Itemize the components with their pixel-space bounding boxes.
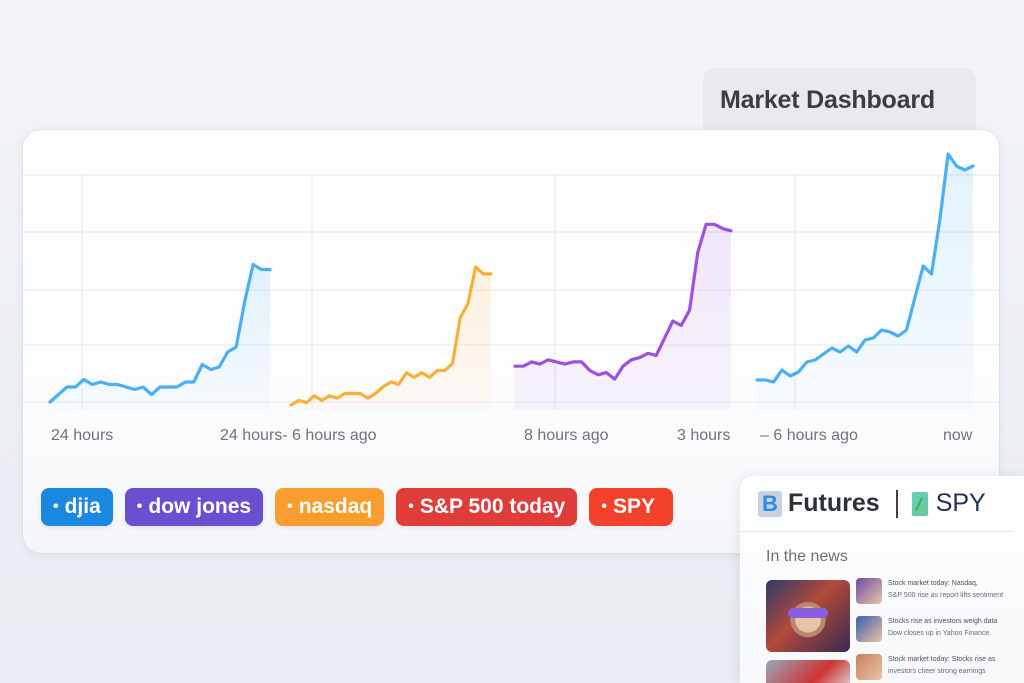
page-title: Market Dashboard: [720, 86, 935, 114]
news-title: Stock market today: Stocks rise as: [888, 656, 996, 663]
chip-label: djia: [64, 495, 101, 518]
series-line-dow-jones-S-P-500[interactable]: [513, 222, 733, 381]
image-detail: [788, 608, 828, 618]
x-axis-label: 24 hours- 6 hours ago: [220, 427, 377, 444]
news-title: Stocks rise as investors weigh data: [888, 618, 998, 625]
news-text: Stock market today: Nasdaq, S&P 500 rise …: [888, 578, 1003, 602]
series-area-SPY: [757, 154, 973, 410]
spy-tab[interactable]: SPY: [935, 489, 986, 517]
chip-s-p-500-today[interactable]: • S&P 500 today: [396, 488, 578, 526]
bullet-icon: •: [136, 498, 143, 515]
bullet-icon: •: [53, 498, 59, 515]
series-area-nasdaq: [291, 267, 491, 410]
futures-logo-icon: B: [758, 490, 782, 517]
news-featured-image[interactable]: [766, 580, 850, 652]
series-line-nasdaq[interactable]: [289, 265, 493, 407]
x-axis-label: – 6 hours ago: [760, 427, 858, 444]
x-axis-label: 3 hours: [677, 427, 731, 444]
bullet-icon: •: [601, 498, 607, 515]
chip-nasdaq[interactable]: • nasdaq: [275, 488, 385, 526]
news-text: Stock market today: Stocks rise as invest…: [888, 654, 995, 678]
news-subtitle: S&P 500 rise as report lifts sentiment: [888, 592, 1004, 599]
news-thumbnail: [856, 578, 882, 604]
news-subtitle: investors cheer strong earnings: [888, 668, 986, 675]
divider: [895, 489, 898, 518]
news-secondary-image[interactable]: [766, 660, 850, 683]
x-axis-label: 8 hours ago: [524, 427, 609, 444]
spy-logo-icon: [911, 491, 928, 516]
news-thumbnail: [856, 654, 882, 680]
futures-tab[interactable]: Futures: [788, 489, 880, 517]
bullet-icon: •: [287, 498, 293, 515]
page-title-tab: Market Dashboard: [703, 68, 976, 138]
news-text: Stocks rise as investors weigh data Dow c…: [888, 616, 997, 640]
chip-label: dow jones: [148, 495, 252, 518]
news-header: B Futures SPY: [740, 476, 1014, 532]
series-area-djia: [50, 264, 270, 410]
chip-dow-jones[interactable]: • dow jones: [124, 488, 264, 526]
news-item[interactable]: Stock market today: Stocks rise as invest…: [856, 654, 1016, 683]
chip-djia[interactable]: • djia: [41, 488, 113, 526]
x-axis-label: now: [943, 427, 973, 444]
news-panel: B Futures SPY In the news Stock market t…: [740, 476, 1024, 683]
x-axis-label: 24 hours: [51, 427, 114, 444]
bullet-icon: •: [408, 498, 414, 515]
news-subtitle: Dow closes up in Yahoo Finance: [888, 630, 990, 637]
chip-label: S&P 500 today: [419, 495, 566, 518]
news-list: Stock market today: Nasdaq, S&P 500 rise …: [856, 578, 1016, 683]
news-thumbnail: [856, 616, 882, 642]
chip-spy[interactable]: • SPY: [589, 488, 674, 526]
news-section-label: In the news: [766, 548, 848, 565]
series-line-djia[interactable]: [48, 262, 272, 404]
series-line-SPY[interactable]: [755, 152, 975, 384]
tag-chips: • djia • dow jones • nasdaq • S&P 500 today • SPY: [41, 488, 674, 526]
news-item[interactable]: Stocks rise as investors weigh data Dow c…: [856, 616, 1016, 654]
news-title: Stock market today: Nasdaq,: [888, 580, 978, 587]
news-item[interactable]: Stock market today: Nasdaq, S&P 500 rise …: [856, 578, 1016, 616]
chip-label: nasdaq: [298, 495, 373, 518]
chip-label: SPY: [612, 495, 655, 518]
